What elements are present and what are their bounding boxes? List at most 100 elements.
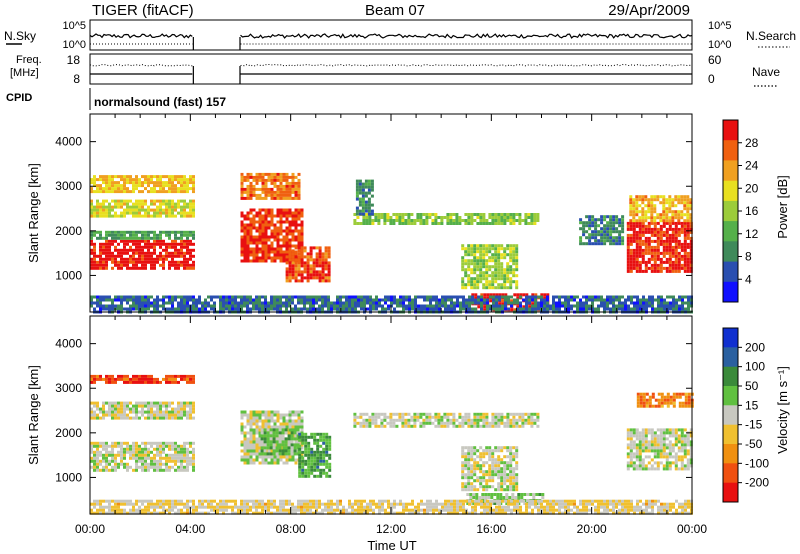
heatmap-cell-3 bbox=[300, 416, 304, 420]
heatmap-cell-7 bbox=[410, 222, 414, 225]
heatmap-cell-14 bbox=[183, 304, 186, 308]
heatmap-cell-3 bbox=[159, 175, 162, 179]
heatmap-cell-13 bbox=[674, 204, 678, 208]
heatmap-cell-14 bbox=[657, 301, 660, 305]
heatmap-cell-3 bbox=[270, 413, 274, 417]
heatmap-cell-3 bbox=[240, 431, 244, 435]
heatmap-cell-2 bbox=[192, 199, 195, 203]
heatmap-cell-6 bbox=[494, 418, 498, 422]
heatmap-cell-6 bbox=[491, 424, 495, 428]
heatmap-cell-2 bbox=[105, 199, 108, 203]
heatmap-cell-7 bbox=[440, 219, 444, 222]
heatmap-cell-12 bbox=[680, 227, 684, 231]
heatmap-cell-0 bbox=[90, 444, 93, 448]
heatmap-cell-14 bbox=[417, 307, 420, 311]
heatmap-cell-12 bbox=[635, 254, 639, 258]
heatmap-cell-13 bbox=[662, 219, 666, 223]
heatmap-cell-0 bbox=[159, 465, 162, 469]
heatmap-cell-0 bbox=[165, 468, 168, 472]
heatmap-cell-4 bbox=[258, 220, 262, 224]
heatmap-cell-0 bbox=[132, 254, 135, 258]
freq-label-2: [MHz] bbox=[10, 67, 39, 79]
heatmap-cell-4 bbox=[270, 247, 274, 251]
heatmap-cell-14 bbox=[663, 301, 666, 305]
heatmap-cell-6 bbox=[422, 418, 426, 422]
heatmap-cell-1 bbox=[183, 413, 186, 417]
heatmap-cell-4 bbox=[285, 229, 289, 233]
heatmap-cell-12 bbox=[665, 257, 669, 261]
heatmap-cell-14 bbox=[321, 298, 324, 302]
heatmap-cell-9 bbox=[491, 253, 495, 257]
heatmap-cell-3 bbox=[243, 413, 247, 417]
heatmap-cell-6 bbox=[467, 421, 471, 425]
heatmap-cell-4 bbox=[276, 256, 280, 260]
heatmap-cell-0 bbox=[120, 459, 123, 463]
heatmap-cell-0 bbox=[156, 468, 159, 472]
heatmap-cell-5 bbox=[261, 181, 265, 185]
heatmap-cell-1 bbox=[111, 401, 114, 405]
heatmap-cell-12 bbox=[641, 260, 645, 264]
heatmap-cell-14 bbox=[618, 295, 621, 299]
heatmap-cell-14 bbox=[399, 295, 402, 299]
heatmap-cell-11 bbox=[615, 236, 619, 240]
heatmap-cell-14 bbox=[678, 304, 681, 308]
heatmap-cell-3 bbox=[297, 425, 301, 429]
heatmap-cell-14 bbox=[495, 298, 498, 302]
heatmap-cell-4 bbox=[240, 220, 244, 224]
heatmap-cell-0 bbox=[192, 248, 195, 252]
heatmap-cell-4 bbox=[264, 259, 268, 263]
heatmap-cell-0 bbox=[102, 465, 105, 469]
heatmap-cell-6 bbox=[306, 273, 310, 277]
heatmap-cell-0 bbox=[93, 441, 96, 445]
heatmap-cell-3 bbox=[279, 428, 283, 432]
heatmap-cell-12 bbox=[680, 242, 684, 246]
heatmap-cell-7 bbox=[428, 213, 432, 216]
heatmap-cell-12 bbox=[653, 251, 657, 255]
heatmap-cell-14 bbox=[234, 301, 237, 305]
heatmap-cell-0 bbox=[120, 239, 123, 243]
heatmap-cell-0 bbox=[102, 242, 105, 246]
heatmap-cell-14 bbox=[372, 307, 375, 311]
heatmap-cell-14 bbox=[255, 304, 258, 308]
heatmap-cell-7 bbox=[461, 452, 465, 456]
heatmap-cell-13 bbox=[650, 204, 654, 208]
heatmap-cell-14 bbox=[600, 304, 603, 308]
heatmap-cell-5 bbox=[288, 175, 292, 179]
heatmap-cell-2 bbox=[183, 377, 186, 381]
heatmap-cell-0 bbox=[171, 260, 174, 264]
heatmap-cell-0 bbox=[177, 263, 180, 267]
heatmap-cell-5 bbox=[276, 193, 280, 197]
heatmap-cell-4 bbox=[261, 247, 265, 251]
heatmap-cell-4 bbox=[258, 238, 262, 242]
heatmap-cell-14 bbox=[582, 304, 585, 308]
heatmap-cell-5 bbox=[249, 196, 253, 200]
heatmap-cell-7 bbox=[392, 222, 396, 225]
heatmap-cell-14 bbox=[228, 298, 231, 302]
heatmap-cell-3 bbox=[93, 181, 96, 185]
heatmap-cell-12 bbox=[632, 263, 636, 267]
heatmap-cell-9 bbox=[494, 280, 498, 284]
heatmap-cell-3 bbox=[132, 181, 135, 185]
heatmap-cell-14 bbox=[267, 304, 270, 308]
heatmap-cell-14 bbox=[126, 295, 129, 299]
heatmap-cell-4 bbox=[269, 446, 273, 450]
heatmap-cell-14 bbox=[648, 298, 651, 302]
heatmap-cell-4 bbox=[291, 229, 295, 233]
heatmap-cell-14 bbox=[417, 295, 420, 299]
heatmap-cell-1 bbox=[183, 410, 186, 414]
heatmap-cell-6 bbox=[392, 418, 396, 422]
heatmap-cell-0 bbox=[168, 260, 171, 264]
heatmap-cell-9 bbox=[488, 244, 492, 248]
heatmap-cell-12 bbox=[674, 257, 678, 261]
heatmap-cell-9 bbox=[464, 262, 468, 266]
heatmap-cell-0 bbox=[108, 459, 111, 463]
heatmap-cell-4 bbox=[264, 247, 268, 251]
heatmap-cell-0 bbox=[96, 266, 99, 270]
heatmap-cell-3 bbox=[129, 175, 132, 179]
heatmap-cell-6 bbox=[410, 415, 414, 419]
heatmap-cell-12 bbox=[629, 248, 633, 252]
heatmap-cell-6 bbox=[353, 412, 357, 416]
heatmap-cell-5 bbox=[291, 181, 295, 185]
heatmap-cell-4 bbox=[272, 437, 276, 441]
heatmap-cell-1 bbox=[147, 416, 150, 420]
